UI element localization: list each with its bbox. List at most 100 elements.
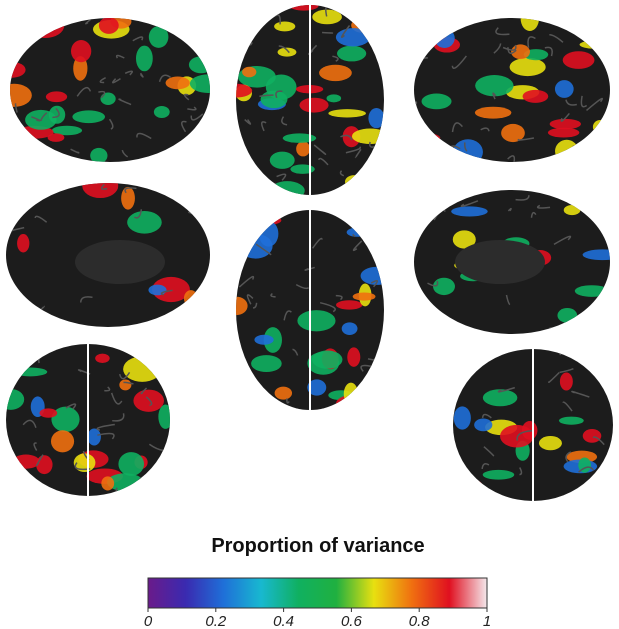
activation-patch <box>251 355 282 373</box>
sulcus <box>99 77 106 84</box>
activation-patch <box>90 147 108 162</box>
activation-patch <box>360 266 384 285</box>
sulcus <box>565 99 578 106</box>
activation-patch <box>582 249 610 261</box>
sulcus <box>255 243 272 256</box>
activation-patch <box>72 110 106 124</box>
activation-patch <box>289 5 319 11</box>
activation-patch <box>242 5 279 19</box>
sulcus <box>370 279 379 288</box>
sulcus <box>565 451 572 463</box>
sulcus <box>378 19 384 28</box>
sulcus <box>497 386 516 393</box>
activation-patch <box>592 120 608 134</box>
sulcus <box>578 466 595 473</box>
activation-patch <box>563 205 581 216</box>
sulcus <box>451 122 463 133</box>
sulcus <box>304 266 315 271</box>
sulcus <box>313 144 327 156</box>
activation-patch <box>269 151 295 169</box>
activation-patch <box>579 40 610 49</box>
sulcus <box>586 97 604 112</box>
sulcus <box>22 419 37 429</box>
activation-patch <box>341 322 358 335</box>
activation-patch <box>582 429 602 443</box>
sulcus <box>346 406 360 410</box>
activation-patch <box>277 47 297 57</box>
sulcus <box>130 344 143 352</box>
sulcus <box>553 235 572 246</box>
activation-patch <box>558 416 584 425</box>
activation-patch <box>312 9 342 25</box>
sulcus <box>100 183 108 190</box>
sulcus <box>118 371 131 380</box>
activation-patch <box>453 139 483 162</box>
activation-patch <box>414 123 424 141</box>
activation-patch <box>36 455 53 475</box>
sulcus <box>112 78 121 84</box>
activation-patch <box>296 141 311 157</box>
tick-label: 0.4 <box>273 613 294 629</box>
activation-patch <box>562 51 595 69</box>
sulcus <box>278 45 290 54</box>
sulcus <box>606 18 610 24</box>
activation-patch <box>6 388 25 410</box>
activation-patch <box>73 56 88 81</box>
sulcus <box>352 233 356 238</box>
activation-patch <box>474 106 512 119</box>
activation-patch <box>368 108 384 129</box>
sulcus <box>124 187 137 194</box>
activation-patch <box>73 453 96 473</box>
sulcus <box>340 25 351 38</box>
sulcus <box>505 294 511 306</box>
activation-patch <box>95 353 110 363</box>
activation-patch <box>236 296 248 316</box>
sulcus <box>366 234 381 242</box>
corpus-callosum <box>455 240 545 284</box>
sulcus <box>275 90 283 99</box>
sulcus <box>261 121 267 132</box>
activation-patch <box>274 21 296 32</box>
activation-patch <box>100 92 116 105</box>
activation-patch <box>557 307 578 323</box>
sulcus <box>414 100 418 112</box>
sulcus <box>52 107 60 119</box>
activation-patch <box>98 18 119 34</box>
sulcus <box>516 430 532 441</box>
sulcus <box>237 210 247 218</box>
activation-patch <box>188 56 210 74</box>
sulcus <box>270 293 276 298</box>
sulcus <box>502 44 517 51</box>
activation-patch <box>336 300 363 310</box>
sulcus <box>35 454 44 467</box>
sulcus <box>572 145 584 150</box>
brain-view <box>236 210 384 410</box>
activation-patch <box>123 356 162 382</box>
activation-patch <box>127 211 162 234</box>
activation-patch <box>6 345 33 363</box>
activation-patch <box>343 382 359 406</box>
sulcus <box>308 44 318 55</box>
tick-label: 0.8 <box>409 613 431 629</box>
activation-patch <box>307 379 327 396</box>
sulcus <box>34 215 48 223</box>
sulcus <box>274 213 281 219</box>
colorbar-title: Proportion of variance <box>211 535 424 557</box>
sulcus <box>463 142 468 152</box>
sulcus <box>79 296 93 303</box>
activation-patch <box>336 395 366 410</box>
sulcus <box>544 46 553 57</box>
activation-patch <box>475 75 514 97</box>
sulcus <box>548 371 560 384</box>
activation-patch <box>82 183 119 199</box>
sulcus <box>480 127 490 132</box>
sulcus <box>76 86 92 97</box>
sulcus <box>97 432 115 440</box>
activation-patch <box>346 227 368 237</box>
sulcus <box>110 392 123 405</box>
sulcus <box>65 403 77 410</box>
tick-label: 1 <box>483 613 491 629</box>
sulcus <box>145 396 153 407</box>
activation-patch <box>153 105 170 119</box>
